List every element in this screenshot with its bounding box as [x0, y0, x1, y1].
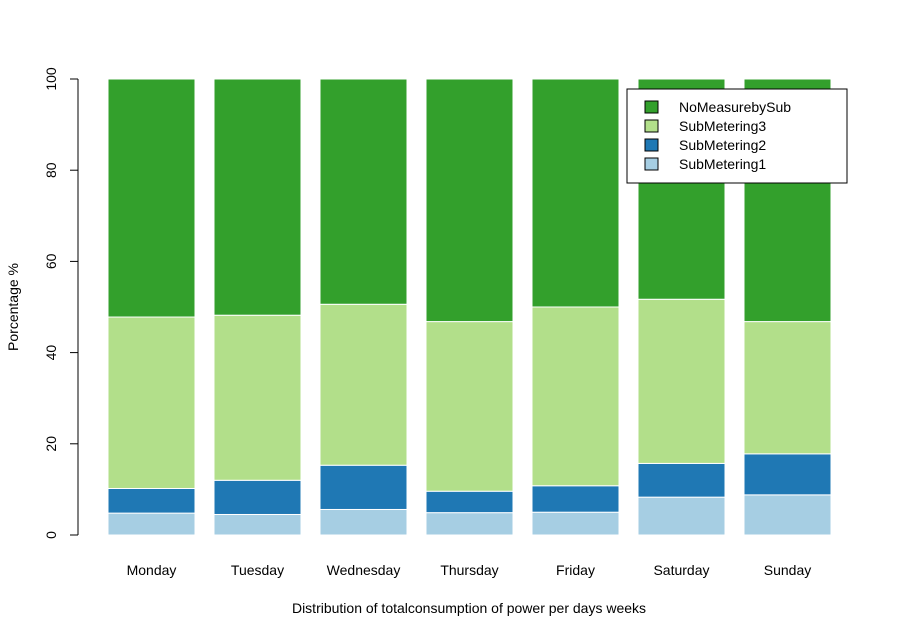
x-tick-label-saturday: Saturday [653, 562, 709, 578]
x-tick-label-friday: Friday [556, 562, 595, 578]
y-axis-title: Porcentage % [5, 263, 21, 351]
x-tick-label-thursday: Thursday [440, 562, 498, 578]
bar-segment-thursday-submetering2 [425, 490, 514, 514]
bar-segment-thursday-submetering1 [425, 512, 514, 536]
legend-swatch-nomeasurebysub [644, 100, 659, 114]
bar-segment-tuesday-submetering3 [213, 314, 302, 481]
bar-segment-sunday-submetering3 [743, 321, 832, 455]
bar-segment-thursday-submetering3 [425, 321, 514, 492]
bar-segment-monday-submetering1 [107, 512, 196, 536]
bar-segment-friday-submetering3 [531, 306, 620, 487]
legend-swatch-submetering3 [644, 119, 659, 133]
x-axis-labels: Monday Tuesday Wednesday Thursday Friday Satu… [127, 562, 812, 578]
bar-segment-friday-nomeasurebysub [531, 78, 620, 308]
legend-swatch-submetering1 [644, 157, 659, 171]
bar-segment-wednesday-submetering1 [319, 508, 408, 536]
bar-segment-friday-submetering2 [531, 485, 620, 513]
x-tick-label-wednesday: Wednesday [327, 562, 401, 578]
y-tick-label: 20 [43, 436, 59, 452]
bar-segment-friday-submetering1 [531, 511, 620, 536]
y-tick-label: 0 [43, 531, 59, 539]
legend: NoMeasurebySub SubMetering3 SubMetering2 Su… [626, 88, 848, 184]
bar-segment-sunday-submetering1 [743, 494, 832, 536]
x-tick-label-sunday: Sunday [764, 562, 811, 578]
bar-segment-tuesday-nomeasurebysub [213, 78, 302, 316]
legend-box [626, 88, 848, 184]
bar-segment-tuesday-submetering1 [213, 513, 302, 536]
bar-segment-saturday-submetering2 [637, 462, 726, 498]
y-tick-label: 80 [43, 162, 59, 178]
legend-label-nomeasurebysub: NoMeasurebySub [679, 99, 791, 115]
legend-swatch-submetering2 [644, 138, 659, 152]
bar-segment-monday-nomeasurebysub [107, 78, 196, 318]
y-tick-label: 100 [43, 67, 59, 91]
bar-segment-thursday-nomeasurebysub [425, 78, 514, 323]
x-axis-title: Distribution of totalconsumption of powe… [292, 600, 646, 616]
bar-segment-saturday-submetering3 [637, 298, 726, 464]
x-tick-label-tuesday: Tuesday [231, 562, 284, 578]
bar-segment-wednesday-nomeasurebysub [319, 78, 408, 305]
y-tick-label: 60 [43, 253, 59, 269]
bar-segment-tuesday-submetering2 [213, 479, 302, 515]
bar-segment-monday-submetering3 [107, 316, 196, 489]
x-tick-label-monday: Monday [127, 562, 177, 578]
bars-group [107, 78, 832, 536]
y-axis: 0 20 40 60 80 100 [43, 67, 79, 539]
legend-label-submetering3: SubMetering3 [679, 118, 766, 134]
bar-segment-wednesday-submetering3 [319, 303, 408, 466]
bar-segment-wednesday-submetering2 [319, 464, 408, 510]
bar-segment-sunday-submetering2 [743, 453, 832, 496]
legend-label-submetering1: SubMetering1 [679, 156, 766, 172]
legend-label-submetering2: SubMetering2 [679, 137, 766, 153]
y-tick-label: 40 [43, 345, 59, 361]
bar-segment-saturday-submetering1 [637, 496, 726, 536]
bar-segment-monday-submetering2 [107, 487, 196, 514]
